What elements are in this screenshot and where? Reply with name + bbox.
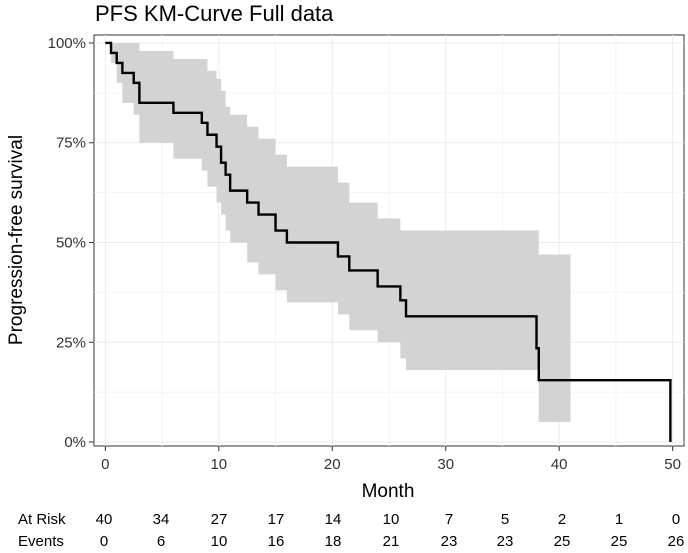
risk-cell: 10 — [383, 511, 400, 528]
survival-curve — [105, 41, 672, 443]
risk-cell: 0 — [672, 511, 680, 528]
risk-row-label: Events — [18, 533, 64, 550]
risk-cell: 27 — [211, 511, 228, 528]
y-axis-title: Progression-free survival — [6, 135, 27, 345]
x-axis-title: Month — [362, 481, 415, 502]
chart-title: PFS KM-Curve Full data — [95, 1, 334, 26]
x-tick-label: 40 — [551, 456, 568, 473]
risk-cell: 2 — [558, 511, 566, 528]
x-axis: 0 10 20 30 40 50 — [101, 446, 681, 473]
survival-curve-group — [105, 41, 672, 443]
x-tick-label: 0 — [101, 456, 109, 473]
y-axis: 0% 25% 50% 75% 100% — [48, 35, 94, 451]
risk-cell: 40 — [96, 511, 113, 528]
y-tick-label: 25% — [56, 334, 86, 351]
risk-cell: 5 — [501, 511, 509, 528]
confidence-band-group — [105, 42, 571, 423]
x-tick-label: 30 — [437, 456, 454, 473]
risk-cell: 14 — [325, 511, 342, 528]
risk-cell: 21 — [383, 533, 400, 550]
risk-cell: 6 — [157, 533, 165, 550]
risk-cell: 1 — [615, 511, 623, 528]
risk-cell: 34 — [153, 511, 170, 528]
risk-cell: 25 — [611, 533, 628, 550]
risk-cell: 23 — [441, 533, 458, 550]
risk-cell: 17 — [268, 511, 285, 528]
risk-cell: 16 — [268, 533, 285, 550]
y-tick-label: 100% — [48, 35, 86, 52]
grid — [94, 35, 684, 446]
x-tick-label: 20 — [324, 456, 341, 473]
risk-cell: 23 — [497, 533, 514, 550]
risk-cell: 7 — [445, 511, 453, 528]
x-tick-label: 10 — [210, 456, 227, 473]
risk-cell: 26 — [668, 533, 685, 550]
risk-cell: 18 — [325, 533, 342, 550]
y-tick-label: 75% — [56, 135, 86, 152]
risk-cell: 10 — [211, 533, 228, 550]
confidence-band — [105, 42, 571, 423]
x-tick-label: 50 — [664, 456, 681, 473]
risk-row-label: At Risk — [18, 511, 66, 528]
risk-cell: 0 — [100, 533, 108, 550]
y-tick-label: 0% — [64, 434, 86, 451]
risk-cell: 25 — [554, 533, 571, 550]
y-tick-label: 50% — [56, 234, 86, 251]
